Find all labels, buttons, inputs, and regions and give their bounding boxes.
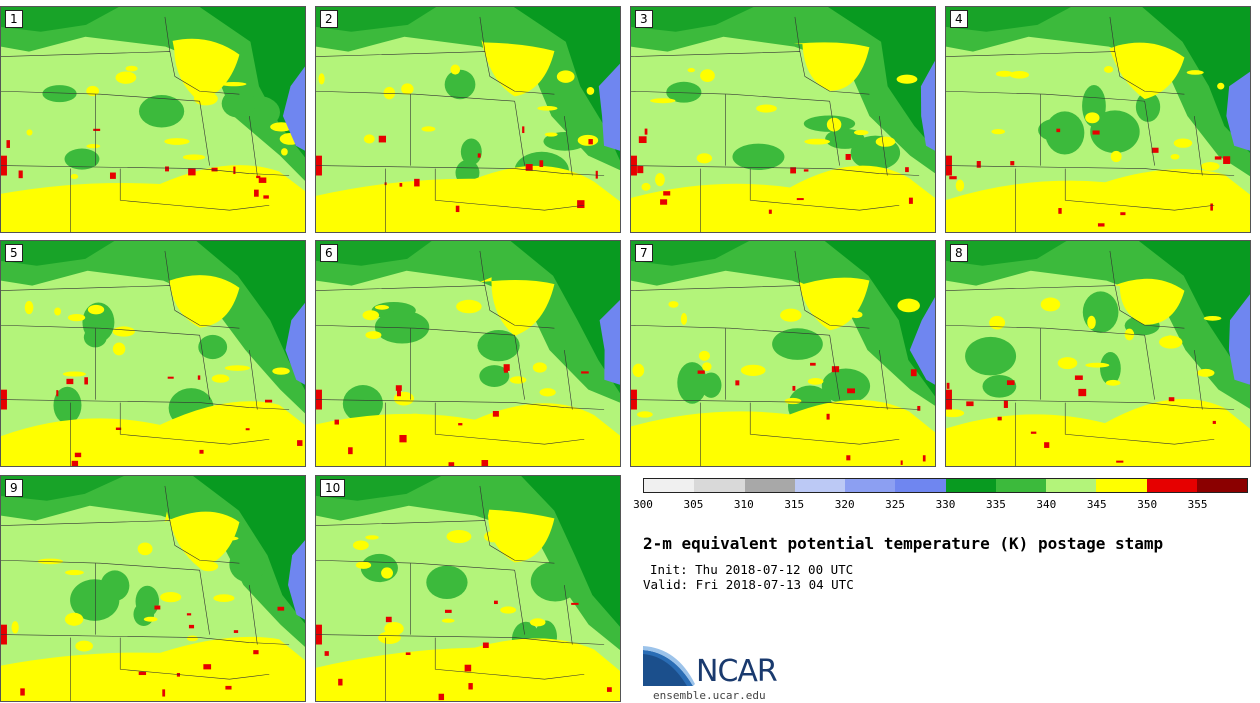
colorbar-segment (845, 479, 896, 492)
ensemble-member-panel: 1 (0, 6, 306, 233)
member-number-label: 10 (320, 479, 346, 497)
theta-e-map (316, 7, 620, 232)
ensemble-member-panel: 4 (945, 6, 1251, 233)
colorbar-segment (694, 479, 745, 492)
colorbar-tick-label: 335 (985, 498, 1006, 511)
figure-title: 2-m equivalent potential temperature (K)… (643, 534, 1164, 553)
member-number-label: 1 (5, 10, 23, 28)
ensemble-member-panel: 8 (945, 240, 1251, 467)
colorbar-tick-label: 355 (1187, 498, 1208, 511)
valid-time: Valid: Fri 2018-07-13 04 UTC (643, 577, 854, 592)
colorbar-segment (794, 479, 845, 492)
ensemble-member-panel: 10 (315, 475, 621, 702)
colorbar-tick-label: 310 (733, 498, 754, 511)
colorbar-segment (1196, 479, 1247, 492)
ensemble-member-panel: 3 (630, 6, 936, 233)
colorbar-segment (995, 479, 1046, 492)
colorbar-tick-label: 345 (1086, 498, 1107, 511)
colorbar-ticks: 300 305 310 315 320 325 330 335 340 345 350 355 (633, 498, 1248, 514)
colorbar (643, 478, 1248, 493)
colorbar-tick-label: 315 (784, 498, 805, 511)
time-info: Init: Thu 2018-07-12 00 UTC Valid: Fri 20… (643, 562, 854, 592)
colorbar-tick-label: 340 (1036, 498, 1057, 511)
ensemble-member-panel: 9 (0, 475, 306, 702)
theta-e-map (316, 241, 620, 466)
member-number-label: 5 (5, 244, 23, 262)
colorbar-segment (945, 479, 996, 492)
theta-e-map (316, 476, 620, 701)
logo-wordmark: NCAR (696, 654, 778, 689)
member-number-label: 2 (320, 10, 338, 28)
theta-e-map (631, 241, 935, 466)
colorbar-tick-label: 320 (834, 498, 855, 511)
member-number-label: 3 (635, 10, 653, 28)
ncar-logo-icon (643, 646, 695, 686)
logo-url: ensemble.ucar.edu (653, 689, 766, 702)
member-number-label: 6 (320, 244, 338, 262)
theta-e-map (946, 241, 1250, 466)
ensemble-member-panel: 2 (315, 6, 621, 233)
colorbar-segment (644, 479, 695, 492)
colorbar-tick-label: 330 (935, 498, 956, 511)
colorbar-tick-label: 300 (633, 498, 653, 511)
theta-e-map (1, 241, 305, 466)
colorbar-segment (744, 479, 795, 492)
ensemble-member-panel: 6 (315, 240, 621, 467)
colorbar-tick-label: 350 (1137, 498, 1158, 511)
ensemble-member-panel: 5 (0, 240, 306, 467)
member-number-label: 8 (950, 244, 968, 262)
theta-e-map (946, 7, 1250, 232)
theta-e-map (631, 7, 935, 232)
colorbar-segment (895, 479, 946, 492)
colorbar-segment (1096, 479, 1147, 492)
colorbar-segment (1046, 479, 1097, 492)
member-number-label: 4 (950, 10, 968, 28)
colorbar-tick-label: 325 (885, 498, 906, 511)
colorbar-segment (1146, 479, 1197, 492)
init-time: Init: Thu 2018-07-12 00 UTC (650, 562, 854, 577)
colorbar-tick-label: 305 (683, 498, 704, 511)
ensemble-member-panel: 7 (630, 240, 936, 467)
member-number-label: 9 (5, 479, 23, 497)
theta-e-map (1, 7, 305, 232)
member-number-label: 7 (635, 244, 653, 262)
theta-e-map (1, 476, 305, 701)
